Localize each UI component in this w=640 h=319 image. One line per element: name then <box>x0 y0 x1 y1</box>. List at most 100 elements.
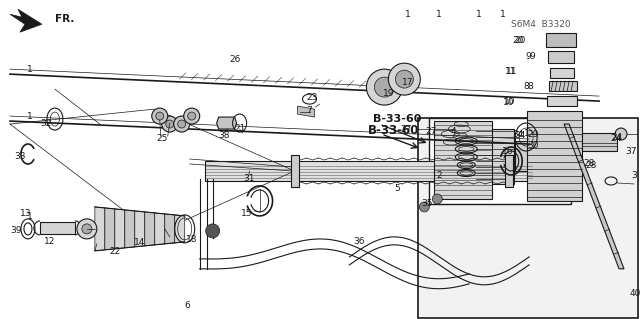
Text: 23: 23 <box>307 93 318 101</box>
Text: 12: 12 <box>44 237 56 246</box>
Bar <box>546 33 576 47</box>
Text: 26: 26 <box>229 55 240 64</box>
Text: 32: 32 <box>40 119 52 128</box>
Polygon shape <box>217 117 237 129</box>
Bar <box>547 96 577 106</box>
Text: 1: 1 <box>436 10 442 19</box>
Text: 24: 24 <box>611 134 621 143</box>
Text: 8: 8 <box>524 82 529 91</box>
Text: 28: 28 <box>584 160 595 168</box>
Text: 13: 13 <box>20 209 32 219</box>
Text: 14: 14 <box>134 238 145 247</box>
Text: 20: 20 <box>513 36 524 45</box>
Text: 5: 5 <box>394 184 400 193</box>
Circle shape <box>178 120 186 128</box>
Circle shape <box>82 224 92 234</box>
Polygon shape <box>125 210 135 248</box>
Text: 9: 9 <box>525 52 531 61</box>
Bar <box>549 81 577 91</box>
Text: 7: 7 <box>307 106 312 115</box>
Polygon shape <box>164 214 175 244</box>
Text: B-33-60: B-33-60 <box>373 114 422 124</box>
Text: 1: 1 <box>476 10 482 19</box>
Polygon shape <box>10 9 42 32</box>
Text: 33: 33 <box>14 152 26 160</box>
Text: 9: 9 <box>529 52 535 61</box>
Text: 11: 11 <box>506 67 518 76</box>
Text: 4: 4 <box>451 127 456 136</box>
Text: 15: 15 <box>241 209 252 219</box>
Text: 10: 10 <box>504 98 515 107</box>
Text: 40: 40 <box>629 289 640 298</box>
Text: 31: 31 <box>243 174 254 183</box>
Circle shape <box>388 63 420 95</box>
Bar <box>291 155 298 187</box>
Polygon shape <box>298 106 314 117</box>
Circle shape <box>432 194 442 204</box>
Text: 20: 20 <box>515 36 526 45</box>
Circle shape <box>152 108 168 124</box>
Text: 11: 11 <box>506 67 517 76</box>
Bar <box>435 121 492 199</box>
Bar <box>548 51 574 63</box>
Text: B-33-60: B-33-60 <box>367 123 419 137</box>
Text: 35: 35 <box>422 199 433 208</box>
Text: 34: 34 <box>515 130 526 139</box>
Bar <box>429 118 571 204</box>
Text: 18: 18 <box>186 235 198 244</box>
Bar <box>476 129 514 184</box>
Text: 16: 16 <box>502 146 514 156</box>
Bar <box>205 161 532 181</box>
Text: 17: 17 <box>402 78 413 87</box>
Text: 3: 3 <box>631 172 637 181</box>
Circle shape <box>396 70 413 88</box>
Polygon shape <box>155 213 164 245</box>
Text: 24: 24 <box>611 132 623 142</box>
Text: 8: 8 <box>527 82 533 91</box>
Circle shape <box>173 116 189 132</box>
Bar <box>582 133 617 151</box>
Text: 1: 1 <box>27 212 33 221</box>
Text: 27: 27 <box>401 124 412 134</box>
Text: 10: 10 <box>504 97 516 106</box>
Text: 6: 6 <box>185 301 191 310</box>
Bar <box>550 68 574 78</box>
Polygon shape <box>564 124 624 269</box>
Text: 27: 27 <box>426 127 437 136</box>
Text: 38: 38 <box>218 130 229 139</box>
Text: 1: 1 <box>27 65 33 74</box>
Polygon shape <box>145 212 155 246</box>
Bar <box>505 155 513 187</box>
Text: 22: 22 <box>109 247 120 256</box>
Circle shape <box>367 69 403 105</box>
Text: 1: 1 <box>27 112 33 121</box>
Bar <box>515 141 537 171</box>
Circle shape <box>162 116 178 132</box>
Circle shape <box>205 224 220 238</box>
Text: 2: 2 <box>436 172 442 181</box>
Text: 29: 29 <box>527 130 539 138</box>
Text: 1: 1 <box>524 129 530 137</box>
Circle shape <box>188 112 196 120</box>
Circle shape <box>419 202 429 212</box>
Polygon shape <box>135 211 145 247</box>
Circle shape <box>166 120 173 128</box>
Text: 19: 19 <box>383 89 394 98</box>
Text: FR.: FR. <box>55 14 74 24</box>
Text: 36: 36 <box>354 237 365 246</box>
Text: 28: 28 <box>586 161 596 170</box>
Bar <box>527 111 582 201</box>
Text: 25: 25 <box>156 134 168 143</box>
Text: 34: 34 <box>513 130 524 138</box>
Text: S6M4  B3320: S6M4 B3320 <box>511 20 571 29</box>
Text: 37: 37 <box>625 146 637 156</box>
Text: 30: 30 <box>527 141 539 150</box>
Circle shape <box>77 219 97 239</box>
Text: 1: 1 <box>500 10 506 19</box>
Polygon shape <box>115 209 125 249</box>
Bar <box>40 222 75 234</box>
Polygon shape <box>175 215 185 243</box>
Circle shape <box>615 128 627 140</box>
Polygon shape <box>105 208 115 250</box>
Circle shape <box>156 112 164 120</box>
